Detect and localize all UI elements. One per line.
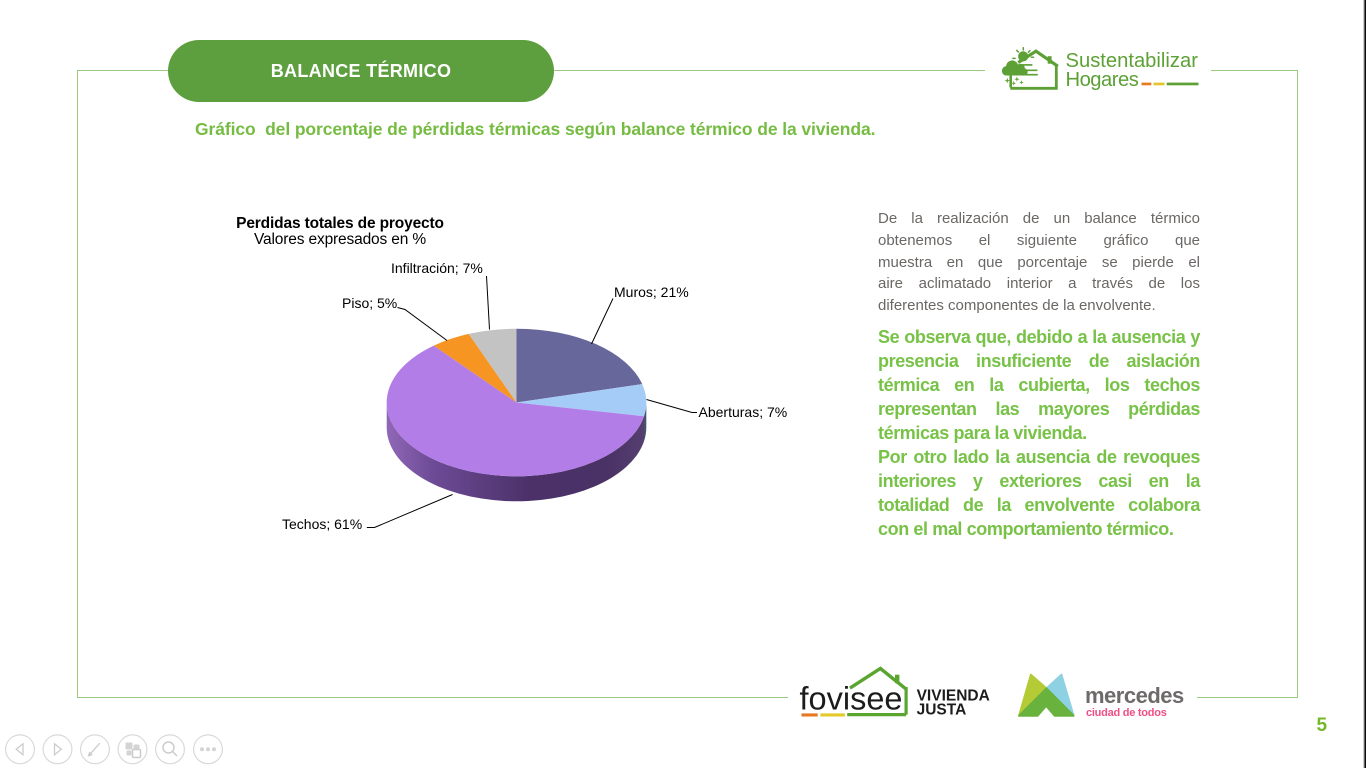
svg-text:JUSTA: JUSTA: [917, 701, 967, 718]
svg-text:mercedes: mercedes: [1085, 683, 1184, 708]
svg-text:Hogares: Hogares: [1066, 69, 1139, 91]
svg-text:fovisee: fovisee: [800, 681, 903, 717]
svg-text:VIVIENDA: VIVIENDA: [917, 688, 990, 705]
svg-text:Sustentabilizar: Sustentabilizar: [1066, 50, 1199, 72]
svg-text:ciudad de todos: ciudad de todos: [1086, 707, 1167, 719]
